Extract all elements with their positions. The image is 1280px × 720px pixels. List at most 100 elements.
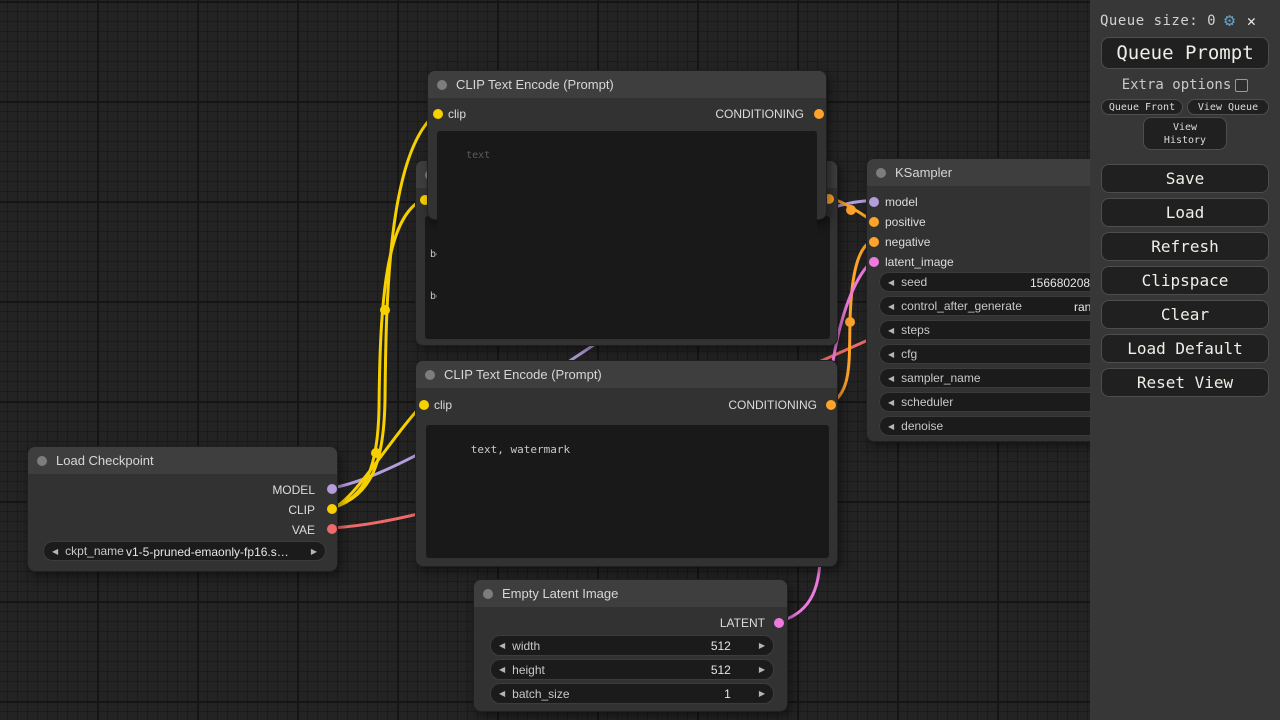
node-title-text: CLIP Text Encode (Prompt) [456,77,614,92]
output-slot-conditioning[interactable] [826,400,836,410]
widget-value: v1-5-pruned-emaonly-fp16.s… [126,545,289,559]
extra-options-row: Extra options [1090,77,1280,93]
input-slot-label: clip [434,398,453,412]
node-status-dot [425,369,435,380]
decrement-icon[interactable]: ◀ [499,641,506,650]
prompt-text: text, watermark [470,443,571,456]
extra-options-label: Extra options [1121,77,1232,93]
increment-icon[interactable]: ▶ [758,665,765,674]
widget-width[interactable]: ◀ width 512 ▶ [490,635,774,656]
view-history-label-line2: History [1163,134,1207,146]
output-slot-label: CONDITIONING [728,398,817,412]
widget-steps[interactable]: ◀ steps ▶ [879,320,1115,340]
increment-icon[interactable]: ▶ [758,689,765,698]
input-slot-label: model [885,195,918,209]
output-slot-conditioning[interactable] [814,109,824,119]
output-slot-conditioning[interactable] [824,194,834,204]
input-slot-label: negative [885,235,931,249]
decrement-icon[interactable]: ◀ [888,397,895,407]
extra-options-checkbox[interactable] [1235,78,1249,92]
node-titlebar[interactable]: KSampler [867,159,1125,186]
decrement-icon[interactable]: ◀ [888,349,895,359]
previous-icon[interactable]: ◀ [52,546,59,556]
input-slot-model[interactable] [869,197,879,207]
view-history-button[interactable]: View History [1143,117,1227,150]
widget-height[interactable]: ◀ height 512 ▶ [490,659,774,680]
prompt-text-line: be [430,248,825,262]
input-slot-clip[interactable] [419,400,429,410]
node-titlebar[interactable]: CLIP Text Encode (Prompt) [416,361,837,388]
queue-prompt-button[interactable]: Queue Prompt [1101,37,1269,69]
clipspace-button[interactable]: Clipspace [1101,266,1269,295]
close-icon[interactable]: ✕ [1246,12,1256,30]
refresh-button[interactable]: Refresh [1101,232,1269,261]
widget-value: 512 [710,662,731,677]
output-slot-label: CONDITIONING [715,107,804,121]
node-empty-latent-image[interactable]: Empty Latent Image LATENT ◀ width 512 ▶ … [473,579,788,712]
input-slot-clip[interactable] [420,195,430,205]
queue-front-button[interactable]: Queue Front [1101,99,1183,115]
widget-denoise[interactable]: ◀ denoise ▶ [879,416,1115,436]
prompt-textarea[interactable]: text [437,131,817,338]
view-history-label-line1: View [1172,121,1198,133]
decrement-icon[interactable]: ◀ [888,325,895,335]
widget-label: steps [901,323,930,337]
input-slot-latent-image[interactable] [869,257,879,267]
decrement-icon[interactable]: ◀ [888,301,895,311]
load-default-button[interactable]: Load Default [1101,334,1269,363]
widget-control-after-generate[interactable]: ◀ control_after_generate randomize ▶ [879,296,1130,316]
load-button[interactable]: Load [1101,198,1269,227]
prompt-textarea[interactable]: text, watermark [426,425,829,558]
decrement-icon[interactable]: ◀ [888,421,895,431]
output-slot-model[interactable] [327,484,337,494]
widget-label: scheduler [901,395,954,409]
node-titlebar[interactable]: Load Checkpoint [28,447,337,474]
widget-ckpt-name[interactable]: ◀ ckpt_name v1-5-pruned-emaonly-fp16.s… … [43,541,326,561]
widget-label: control_after_generate [901,299,1022,313]
widget-seed[interactable]: ◀ seed 1566802087 ▶ [879,272,1115,292]
node-title-text: CLIP Text Encode (Prompt) [444,367,602,382]
node-titlebar[interactable]: CLIP Text Encode (Prompt) [428,71,826,98]
widget-sampler-name[interactable]: ◀ sampler_name ▶ [879,368,1115,388]
decrement-icon[interactable]: ◀ [888,277,895,287]
widget-label: ckpt_name [65,544,124,558]
clear-button[interactable]: Clear [1101,300,1269,329]
node-title-text: Load Checkpoint [56,453,154,468]
decrement-icon[interactable]: ◀ [499,665,506,674]
widget-label: sampler_name [901,371,981,385]
output-slot-latent[interactable] [774,618,784,628]
node-titlebar[interactable]: Empty Latent Image [474,580,787,607]
save-button[interactable]: Save [1101,164,1269,193]
widget-batch-size[interactable]: ◀ batch_size 1 ▶ [490,683,774,704]
decrement-icon[interactable]: ◀ [888,373,895,383]
view-queue-button[interactable]: View Queue [1187,99,1269,115]
output-slot-clip[interactable] [327,504,337,514]
node-ksampler[interactable]: KSampler model positive negative latent_… [866,158,1130,442]
node-status-dot [483,588,493,599]
output-slot-label: MODEL [272,483,315,497]
node-load-checkpoint[interactable]: Load Checkpoint MODEL CLIP VAE ◀ ckpt_na… [27,446,338,572]
widget-scheduler[interactable]: ◀ scheduler ▶ [879,392,1115,412]
input-slot-positive[interactable] [869,217,879,227]
input-slot-clip[interactable] [433,109,443,119]
textarea-placeholder: text [466,150,491,161]
input-slot-negative[interactable] [869,237,879,247]
widget-label: cfg [901,347,918,361]
node-status-dot [876,167,886,178]
comfy-menu-panel: Queue size: 0 ⚙ ✕ Queue Prompt Extra opt… [1090,0,1280,720]
widget-label: height [512,662,545,677]
decrement-icon[interactable]: ◀ [499,689,506,698]
output-slot-label: VAE [291,523,315,537]
widget-value: 512 [710,638,731,653]
settings-gear-icon[interactable]: ⚙ [1224,10,1235,31]
queue-size-label: Queue size: 0 [1100,13,1217,29]
output-slot-vae[interactable] [327,524,337,534]
increment-icon[interactable]: ▶ [758,641,765,650]
output-slot-label: CLIP [288,503,315,517]
node-clip-text-encode-negative[interactable]: CLIP Text Encode (Prompt) clip CONDITION… [415,360,838,567]
widget-cfg[interactable]: ◀ cfg ▶ [879,344,1115,364]
reset-view-button[interactable]: Reset View [1101,368,1269,397]
next-icon[interactable]: ▶ [310,546,317,556]
node-title-text: Empty Latent Image [502,586,619,601]
